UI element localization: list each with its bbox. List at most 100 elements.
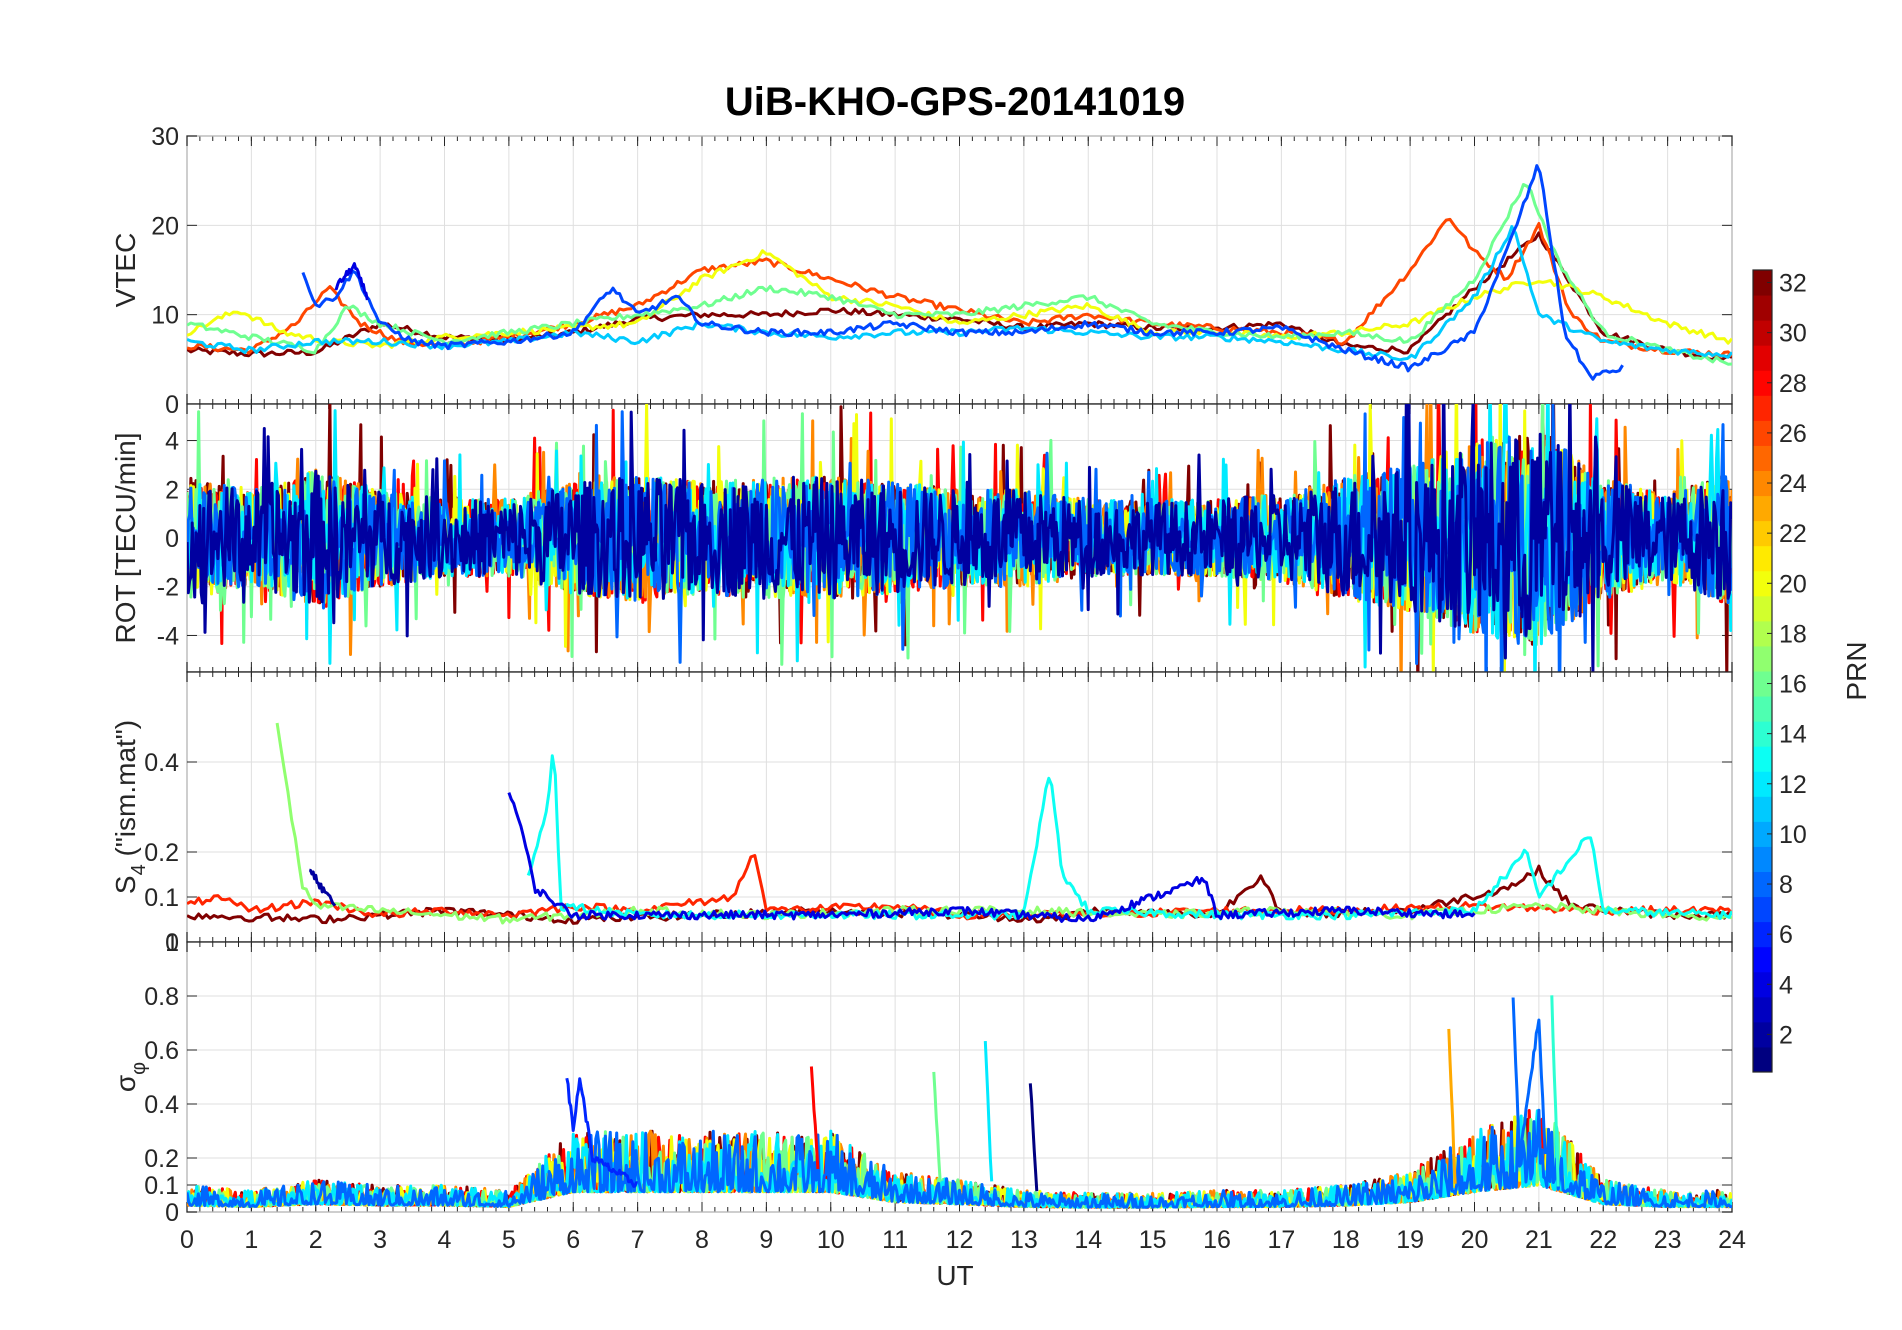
colorbar-tick-label: 22 (1779, 520, 1807, 548)
y-tick-label-top: 1 (165, 929, 179, 957)
x-tick-label: 17 (1267, 1226, 1295, 1254)
colorbar-cell (1753, 620, 1772, 647)
colorbar-cell (1753, 771, 1772, 797)
colorbar-tick-label: 32 (1779, 270, 1807, 298)
colorbar-tick-label: 30 (1779, 320, 1807, 348)
y-axis-label-vtec: VTEC (110, 233, 141, 308)
y-tick-label: 0 (165, 1199, 179, 1227)
y-tick-label: 20 (151, 212, 179, 240)
y-tick-label: 0.1 (144, 1172, 179, 1200)
colorbar-cell (1753, 420, 1772, 446)
trace-prn-2 (308, 868, 337, 907)
panel-rot-traces (187, 404, 1732, 672)
colorbar-cell (1753, 370, 1772, 396)
colorbar-cell (1753, 996, 1772, 1023)
colorbar-label: PRN (1841, 641, 1872, 700)
trace-prn-32 (187, 231, 1732, 362)
colorbar-cell (1753, 746, 1772, 772)
x-tick-label: 23 (1654, 1226, 1682, 1254)
colorbar-tick-label: 16 (1779, 671, 1807, 699)
y-tick-label: 30 (151, 123, 179, 151)
colorbar-cell (1753, 345, 1772, 371)
colorbar-cell (1753, 721, 1772, 747)
trace-prn-4 (507, 792, 1476, 923)
colorbar-cell (1753, 871, 1772, 898)
colorbar-cell (1753, 295, 1772, 321)
x-tick-label: 21 (1525, 1226, 1553, 1254)
panel-rot: -4 -2 0 2 4 ROT [TECU/min] (110, 403, 1733, 673)
colorbar-cell (1753, 896, 1772, 923)
trace-prn-1 (1028, 1083, 1039, 1192)
colorbar-cell (1753, 1046, 1772, 1073)
x-axis-ticks: 0 1 2 3 4 5 6 7 8 9 10 11 12 13 14 15 16 17 18 19 20 21 22 23 24 (180, 1226, 1746, 1254)
x-tick-label: 10 (817, 1226, 845, 1254)
panel-vtec-traces (187, 164, 1732, 381)
colorbar-cell (1753, 320, 1772, 346)
colorbar-tick-label: 12 (1779, 771, 1807, 799)
colorbar-cell (1753, 495, 1772, 522)
y-tick-label: 0.8 (144, 983, 179, 1011)
trace-prn-4 (334, 262, 369, 301)
colorbar-tick-label: 8 (1779, 871, 1793, 899)
colorbar-cell (1753, 470, 1772, 497)
x-tick-label: 7 (631, 1226, 645, 1254)
colorbar-cell (1753, 595, 1772, 622)
colorbar-cell (1753, 696, 1772, 722)
x-tick-label: 13 (1010, 1226, 1038, 1254)
x-tick-label: 20 (1461, 1226, 1489, 1254)
colorbar-cell (1753, 921, 1772, 948)
x-tick-label: 6 (566, 1226, 580, 1254)
x-tick-label: 2 (309, 1226, 323, 1254)
y-tick-label: 4 (165, 428, 179, 456)
y-tick-label: 0.4 (144, 749, 179, 777)
colorbar-tick-label: 14 (1779, 721, 1807, 749)
colorbar-tick-label: 4 (1779, 971, 1793, 999)
panel-s4: 0 0.1 0.2 0.4S4 ("ism.mat") (110, 671, 1733, 957)
trace-prn-28 (809, 1066, 820, 1170)
y-tick-label: 0 (165, 929, 179, 957)
trace-prn-14 (1550, 995, 1560, 1187)
colorbar-cell (1753, 570, 1772, 597)
colorbar-tick-label: 18 (1779, 620, 1807, 648)
trace-prn-8 (187, 1108, 1732, 1209)
colorbar-cell (1753, 520, 1772, 547)
colorbar-cell (1753, 946, 1772, 973)
trace-prn-16 (932, 1071, 942, 1182)
colorbar-cell (1753, 821, 1772, 847)
colorbar-tick-label: 26 (1779, 420, 1807, 448)
colorbar-tick-label: 20 (1779, 570, 1807, 598)
colorbar-cell (1753, 395, 1772, 421)
y-axis-label-s4: S4 ("ism.mat") (110, 720, 150, 894)
x-tick-label: 19 (1396, 1226, 1424, 1254)
y-tick-label: -4 (157, 622, 179, 650)
colorbar-cell (1753, 545, 1772, 572)
trace-prn-12 (983, 1041, 994, 1182)
colorbar-tick-label: 28 (1779, 370, 1807, 398)
x-tick-label: 14 (1074, 1226, 1102, 1254)
trace-prn-27 (187, 854, 1732, 921)
y-tick-label: 10 (151, 302, 179, 330)
x-tick-label: 0 (180, 1226, 194, 1254)
panel-s4-traces (187, 722, 1732, 925)
y-tick-label: 0 (165, 391, 179, 419)
x-tick-label: 3 (373, 1226, 387, 1254)
x-tick-label: 4 (438, 1226, 452, 1254)
panel-vtec: 0 10 20 30 VTEC (110, 123, 1733, 419)
x-tick-label: 15 (1139, 1226, 1167, 1254)
trace-prn-2 (187, 404, 1732, 672)
colorbar-tick-label: 2 (1779, 1021, 1793, 1049)
chart-title: UiB-KHO-GPS-20141019 (725, 80, 1185, 124)
y-tick-label: -2 (157, 574, 179, 602)
trace-prn-7 (301, 164, 1624, 381)
colorbar-tick-label: 24 (1779, 470, 1807, 498)
x-axis-label: UT (936, 1260, 973, 1291)
trace-prn-6 (565, 1077, 638, 1188)
trace-prn-8 (1511, 997, 1547, 1164)
panel-sigma_phi-traces (187, 995, 1732, 1209)
trace-prn-23 (1447, 1028, 1457, 1184)
x-tick-label: 1 (244, 1226, 258, 1254)
colorbar-cell (1753, 270, 1772, 296)
